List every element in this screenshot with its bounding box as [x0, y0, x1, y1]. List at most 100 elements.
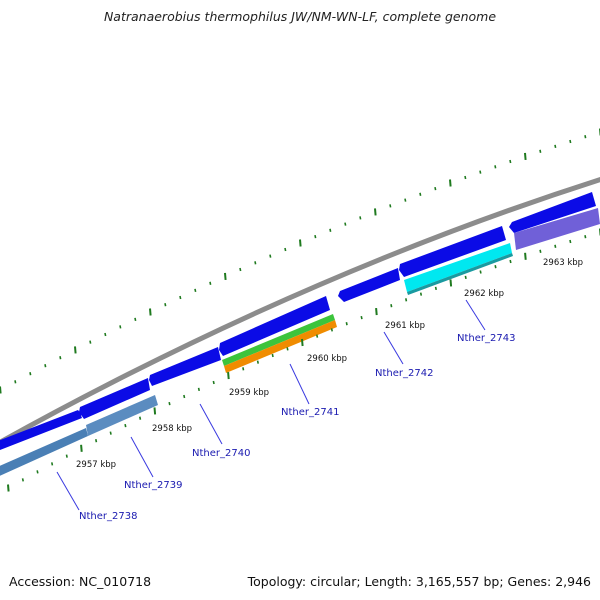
cds-arrow[interactable] — [399, 226, 506, 277]
tick-minor — [134, 317, 137, 322]
feature-bar-steelblue[interactable] — [86, 395, 158, 436]
tick-minor — [179, 295, 182, 300]
tick-minor — [104, 332, 107, 337]
tick-minor — [345, 322, 348, 326]
tick-major — [149, 308, 152, 316]
tick-minor — [89, 340, 92, 344]
leader-line — [199, 403, 223, 445]
feature-bar-green[interactable] — [222, 314, 335, 366]
tick-minor — [183, 394, 186, 399]
feature-bar-steelblue[interactable] — [0, 428, 88, 478]
kbp-label-2960: 2960 kbp — [307, 354, 347, 364]
leader-line — [465, 299, 486, 331]
tick-minor — [286, 347, 289, 351]
kbp-label-2961: 2961 kbp — [385, 321, 425, 331]
tick-major — [74, 346, 77, 354]
tick-major — [0, 386, 2, 394]
cds-arrow[interactable] — [219, 296, 330, 356]
tick-minor — [479, 270, 482, 274]
accession-text: Accession: NC_010718 — [9, 574, 152, 589]
kbp-labels: 2957 kbp 2958 kbp 2959 kbp 2960 kbp 2961… — [76, 258, 583, 470]
tick-minor — [539, 249, 542, 253]
feature-bar-cyan-edge — [407, 253, 513, 295]
genome-backbone — [0, 176, 600, 446]
gene-label-nther-2738[interactable]: Nther_2738 — [79, 511, 137, 522]
tick-minor — [119, 325, 122, 329]
feature-bar-orange[interactable] — [224, 320, 337, 373]
tick-major — [7, 484, 10, 492]
tick-minor — [197, 387, 200, 392]
tick-minor — [29, 372, 32, 376]
gene-label-nther-2741[interactable]: Nther_2741 — [281, 407, 339, 418]
tick-major — [153, 407, 157, 415]
tick-minor — [36, 470, 39, 474]
tick-minor — [464, 275, 467, 280]
tick-major — [374, 208, 377, 216]
tick-minor — [479, 170, 482, 174]
cds-arrow[interactable] — [509, 192, 596, 233]
tick-minor — [239, 267, 242, 272]
tick-major — [524, 152, 527, 160]
tick-major — [224, 272, 227, 280]
gene-label-nther-2739[interactable]: Nther_2739 — [124, 480, 182, 491]
tick-minor — [256, 360, 259, 364]
tick-minor — [194, 288, 197, 293]
tick-major — [299, 239, 302, 247]
leader-line — [383, 331, 404, 365]
tick-minor — [168, 401, 171, 406]
kbp-label-2959: 2959 kbp — [229, 388, 269, 398]
tick-minor — [584, 235, 587, 239]
tick-minor — [51, 462, 54, 466]
feature-track — [0, 208, 600, 478]
tick-major — [449, 279, 453, 287]
tick-minor — [494, 165, 497, 169]
tick-minor — [405, 298, 408, 302]
leader-line — [289, 363, 310, 405]
gene-label-nther-2742[interactable]: Nther_2742 — [375, 368, 433, 379]
tick-minor — [464, 175, 467, 180]
tick-minor — [554, 244, 557, 248]
tick-minor — [271, 353, 274, 358]
tick-major — [449, 179, 452, 187]
kbp-label-2958: 2958 kbp — [152, 424, 192, 434]
cds-arrow[interactable] — [79, 378, 150, 419]
gene-label-nther-2740[interactable]: Nther_2740 — [192, 448, 250, 459]
tick-minor — [569, 139, 572, 144]
tick-minor — [360, 315, 363, 320]
tick-minor — [569, 239, 572, 244]
tick-minor — [139, 416, 142, 420]
inner-ticks — [7, 228, 600, 492]
tick-minor — [389, 204, 392, 208]
cds-arrow[interactable] — [0, 413, 82, 452]
cds-arrow[interactable] — [149, 347, 221, 386]
cds-arrow[interactable] — [338, 268, 400, 302]
tick-minor — [209, 281, 212, 285]
tick-minor — [269, 254, 272, 258]
tick-minor — [164, 303, 167, 307]
leader-line — [130, 436, 154, 478]
tick-minor — [109, 431, 112, 435]
tick-minor — [390, 304, 393, 308]
feature-bar-purple[interactable] — [514, 208, 600, 250]
tick-minor — [434, 186, 437, 191]
tick-minor — [21, 478, 24, 482]
gene-label-nther-2743[interactable]: Nther_2743 — [457, 333, 515, 344]
tick-minor — [212, 380, 215, 385]
kbp-label-2957: 2957 kbp — [76, 460, 116, 470]
kbp-label-2963: 2963 kbp — [543, 258, 583, 268]
tick-major — [301, 338, 304, 347]
kbp-label-2962: 2962 kbp — [464, 289, 504, 299]
leader-line — [56, 471, 80, 511]
tick-major — [375, 308, 378, 316]
tick-minor — [509, 159, 512, 164]
tick-minor — [330, 328, 333, 332]
tick-major — [524, 252, 527, 260]
tick-minor — [584, 135, 587, 139]
feature-bar-cyan[interactable] — [404, 243, 512, 292]
topology-text: Topology: circular; Length: 3,165,557 bp… — [247, 574, 591, 589]
gene-labels: Nther_2738 Nther_2739 Nther_2740 Nther_2… — [79, 333, 515, 522]
tick-minor — [554, 144, 557, 149]
tick-minor — [494, 265, 497, 269]
